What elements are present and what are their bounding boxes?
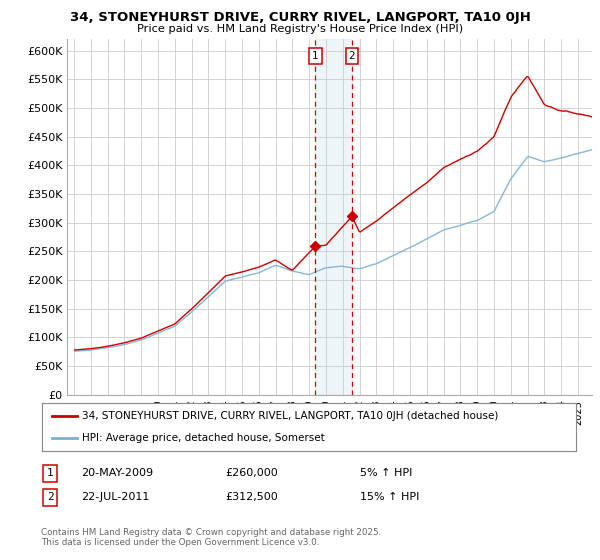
Text: 20-MAY-2009: 20-MAY-2009 <box>81 468 153 478</box>
Text: 34, STONEYHURST DRIVE, CURRY RIVEL, LANGPORT, TA10 0JH: 34, STONEYHURST DRIVE, CURRY RIVEL, LANG… <box>70 11 530 24</box>
Text: £312,500: £312,500 <box>225 492 278 502</box>
Text: 2: 2 <box>47 492 53 502</box>
Bar <box>316 39 352 395</box>
Text: Price paid vs. HM Land Registry's House Price Index (HPI): Price paid vs. HM Land Registry's House … <box>137 24 463 34</box>
Text: 1: 1 <box>312 52 319 62</box>
Text: 34, STONEYHURST DRIVE, CURRY RIVEL, LANGPORT, TA10 0JH (detached house): 34, STONEYHURST DRIVE, CURRY RIVEL, LANG… <box>82 411 499 421</box>
Text: 1: 1 <box>47 468 53 478</box>
Text: HPI: Average price, detached house, Somerset: HPI: Average price, detached house, Some… <box>82 433 325 443</box>
Text: Contains HM Land Registry data © Crown copyright and database right 2025.
This d: Contains HM Land Registry data © Crown c… <box>41 528 381 547</box>
Text: 22-JUL-2011: 22-JUL-2011 <box>81 492 149 502</box>
Text: £260,000: £260,000 <box>225 468 278 478</box>
Text: 15% ↑ HPI: 15% ↑ HPI <box>360 492 419 502</box>
Text: 2: 2 <box>349 52 355 62</box>
Text: 5% ↑ HPI: 5% ↑ HPI <box>360 468 412 478</box>
